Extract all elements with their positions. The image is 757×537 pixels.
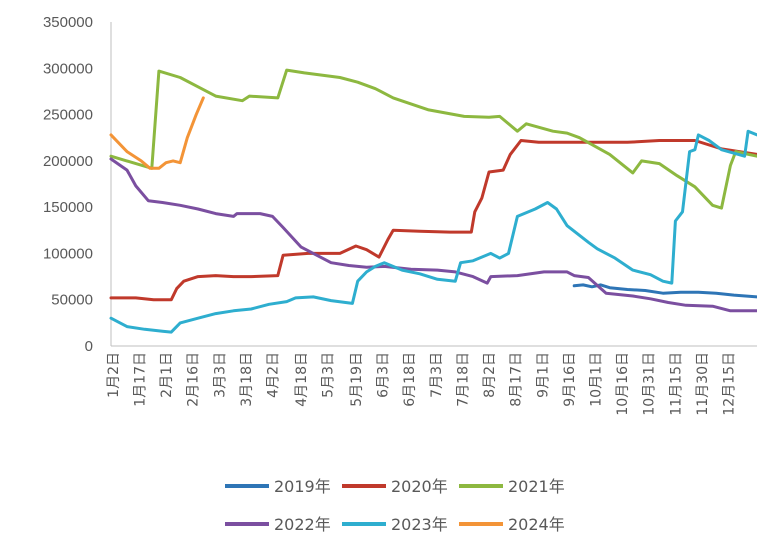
y-tick-label: 300000 bbox=[43, 60, 93, 77]
x-tick-label: 6月18日 bbox=[402, 352, 418, 407]
legend-item: 2022年 bbox=[225, 515, 331, 534]
x-tick-label: 2月16日 bbox=[186, 352, 202, 407]
x-tick-label: 4月18日 bbox=[294, 352, 310, 407]
legend-item: 2020年 bbox=[342, 477, 448, 496]
legend-item: 2023年 bbox=[342, 515, 448, 534]
y-tick-label: 200000 bbox=[43, 153, 93, 170]
x-tick-label: 3月18日 bbox=[239, 352, 255, 407]
plot-area: 0 50000 100000 150000 200000 250000 300000 3500… bbox=[43, 14, 757, 416]
legend-item: 2021年 bbox=[459, 477, 565, 496]
legend-label: 2021年 bbox=[508, 477, 565, 496]
y-tick-label: 50000 bbox=[51, 292, 93, 309]
x-tick-label: 10月16日 bbox=[615, 352, 631, 416]
y-tick-label: 0 bbox=[85, 338, 93, 355]
y-tick-label: 350000 bbox=[43, 14, 93, 31]
legend-label: 2022年 bbox=[274, 515, 331, 534]
series-line-2022年 bbox=[109, 157, 757, 313]
legend-label: 2020年 bbox=[391, 477, 448, 496]
legend-label: 2019年 bbox=[274, 477, 331, 496]
x-tick-label: 5月19日 bbox=[349, 352, 365, 407]
x-tick-label: 6月3日 bbox=[376, 352, 392, 398]
x-tick-label: 1月2日 bbox=[106, 352, 122, 398]
x-tick-label: 5月3日 bbox=[321, 352, 337, 398]
x-tick-label: 10月1日 bbox=[589, 352, 605, 407]
series-line-2024年 bbox=[109, 96, 205, 170]
series-line-2019年 bbox=[572, 283, 757, 299]
series-line-2021年 bbox=[109, 68, 757, 210]
x-tick-label: 11月15日 bbox=[668, 352, 684, 416]
x-tick-label: 3月3日 bbox=[212, 352, 228, 398]
x-tick-label: 11月30日 bbox=[695, 352, 711, 416]
series-line-2023年 bbox=[109, 129, 757, 334]
y-tick-label: 100000 bbox=[43, 245, 93, 262]
y-tick-label: 150000 bbox=[43, 199, 93, 216]
legend: 2019年 2020年 2021年 2022年 2023年 2024年 bbox=[225, 477, 565, 534]
x-tick-label: 9月1日 bbox=[535, 352, 551, 398]
y-tick-label: 250000 bbox=[43, 107, 93, 124]
x-tick-label: 12月15日 bbox=[722, 352, 738, 416]
legend-item: 2019年 bbox=[225, 477, 331, 496]
x-tick-label: 2月1日 bbox=[159, 352, 175, 398]
x-tick-label: 7月3日 bbox=[429, 352, 445, 398]
x-tick-label: 8月17日 bbox=[509, 352, 525, 407]
series-line-2020年 bbox=[109, 139, 757, 302]
legend-label: 2023年 bbox=[391, 515, 448, 534]
x-tick-label: 1月17日 bbox=[132, 352, 148, 407]
legend-item: 2024年 bbox=[459, 515, 565, 534]
x-tick-label: 9月16日 bbox=[562, 352, 578, 407]
x-tick-label: 4月2日 bbox=[266, 352, 282, 398]
x-tick-label: 7月18日 bbox=[455, 352, 471, 407]
x-tick-label: 8月2日 bbox=[482, 352, 498, 398]
x-tick-label: 10月31日 bbox=[642, 352, 658, 416]
legend-label: 2024年 bbox=[508, 515, 565, 534]
